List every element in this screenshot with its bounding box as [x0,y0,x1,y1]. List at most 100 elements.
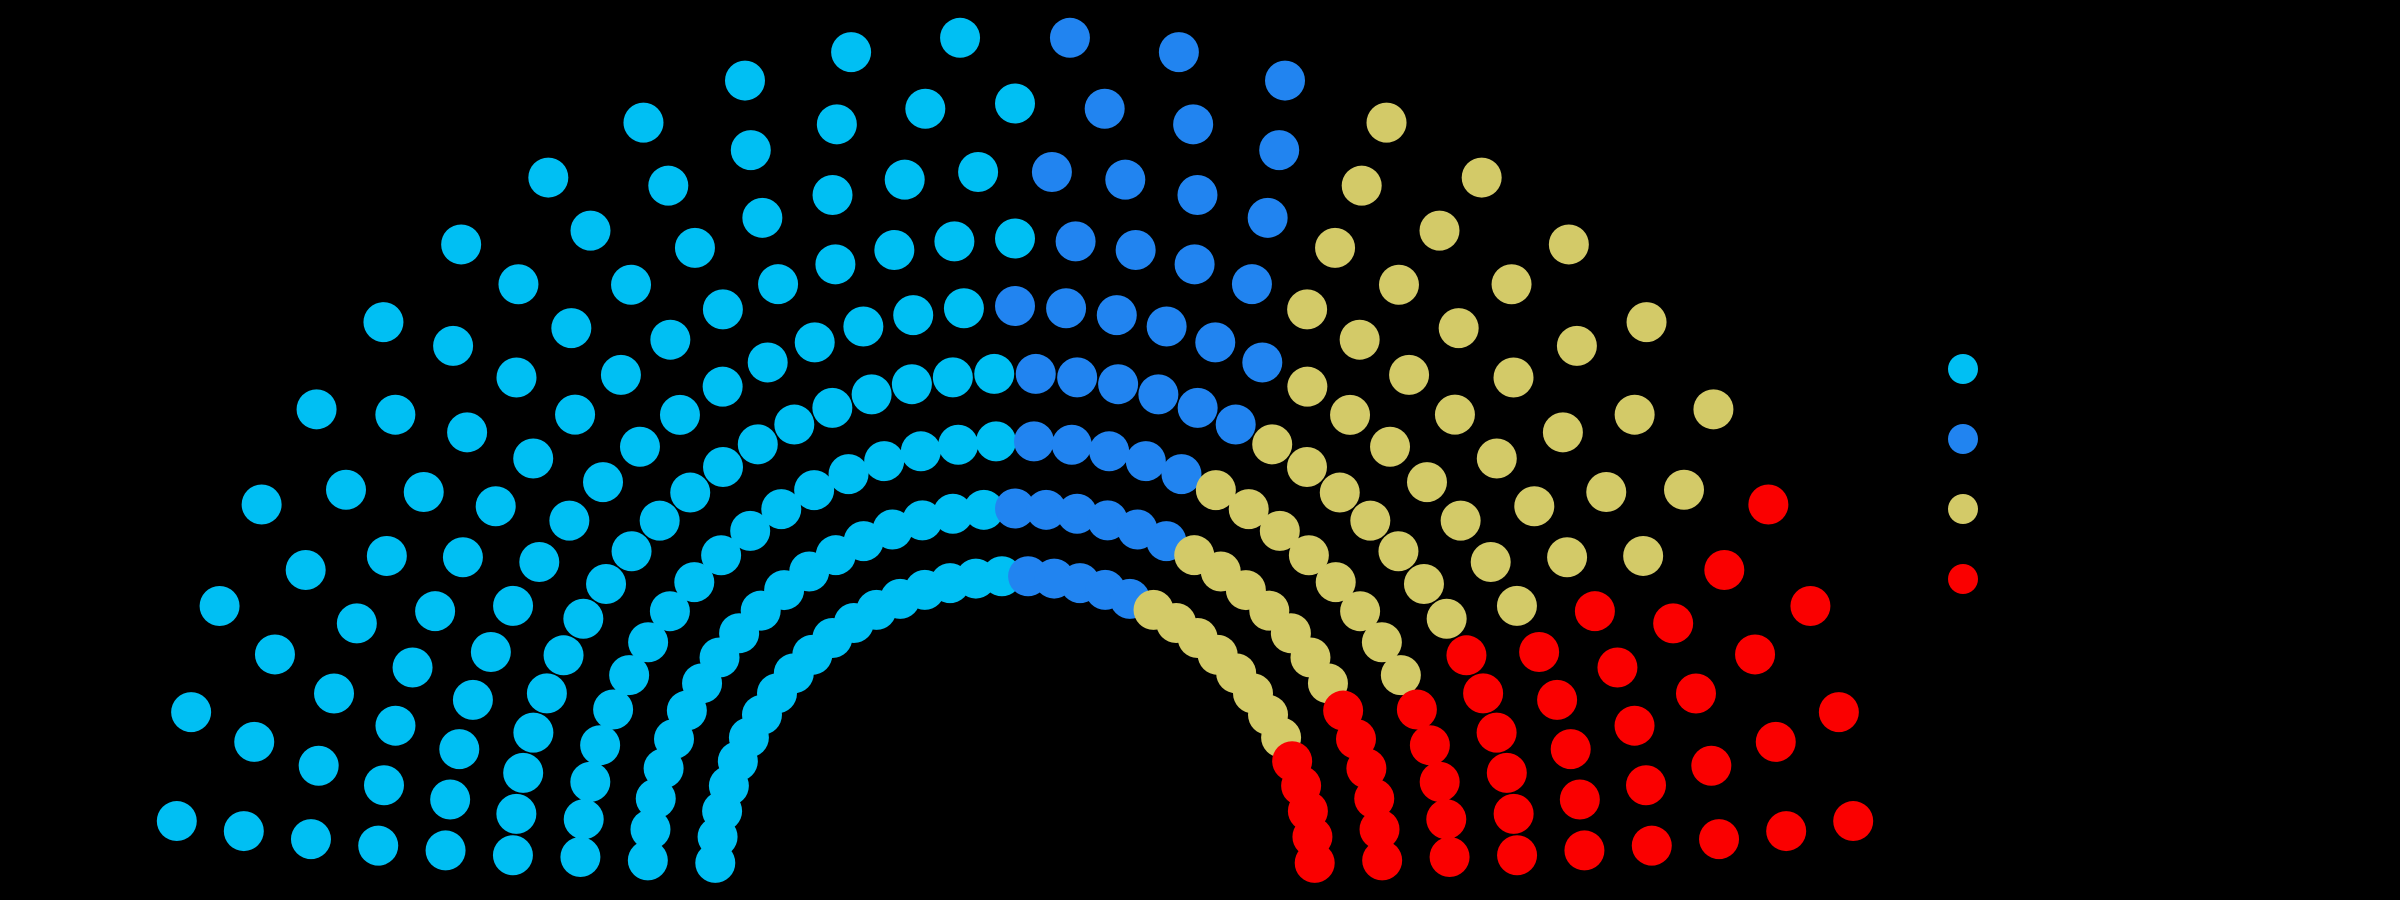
seat[interactable] [1359,809,1400,850]
seat[interactable] [1493,357,1534,398]
seat[interactable] [619,426,660,467]
seat[interactable] [1519,631,1560,672]
legend-item-1[interactable] [1948,352,1996,386]
seat[interactable] [1174,244,1215,285]
seat[interactable] [363,302,404,343]
seat[interactable] [1497,835,1538,876]
seat[interactable] [430,779,471,820]
seat[interactable] [570,210,611,251]
seat[interactable] [1537,679,1578,720]
seat[interactable] [1626,302,1667,343]
seat[interactable] [1370,426,1411,467]
seat[interactable] [1380,655,1421,696]
seat[interactable] [1693,389,1734,430]
seat[interactable] [816,104,857,145]
seat[interactable] [1470,541,1511,582]
seat[interactable] [1366,102,1407,143]
seat[interactable] [670,472,711,513]
seat[interactable] [403,472,444,513]
seat[interactable] [1396,689,1437,730]
seat[interactable] [551,308,592,349]
seat[interactable] [498,264,539,305]
seat[interactable] [1177,387,1218,428]
seat[interactable] [958,151,999,192]
seat[interactable] [1699,819,1740,860]
seat[interactable] [1833,801,1874,842]
seat[interactable] [1748,484,1789,525]
seat[interactable] [1138,374,1179,415]
seat[interactable] [363,765,404,806]
seat[interactable] [1354,778,1395,819]
seat[interactable] [570,761,611,802]
seat[interactable] [1542,412,1583,453]
seat[interactable] [223,811,264,852]
seat[interactable] [974,353,1015,394]
seat[interactable] [358,825,399,866]
seat[interactable] [492,835,533,876]
seat[interactable] [1818,692,1859,733]
seat[interactable] [674,562,715,603]
seat[interactable] [1265,60,1306,101]
seat[interactable] [1476,712,1517,753]
seat[interactable] [442,537,483,578]
seat[interactable] [884,159,925,200]
seat[interactable] [1574,591,1615,632]
seat[interactable] [1084,88,1125,129]
seat[interactable] [1330,394,1371,435]
seat[interactable] [1173,104,1214,145]
seat[interactable] [730,510,771,551]
seat[interactable] [609,655,650,696]
seat[interactable] [1547,537,1588,578]
seat[interactable] [794,322,835,363]
seat[interactable] [1704,550,1745,591]
seat[interactable] [1105,159,1146,200]
seat[interactable] [375,394,416,435]
seat[interactable] [1195,470,1236,511]
seat[interactable] [314,673,355,714]
seat[interactable] [893,295,934,336]
seat[interactable] [549,500,590,541]
seat[interactable] [1015,353,1056,394]
seat[interactable] [1434,394,1475,435]
seat[interactable] [703,447,744,488]
seat[interactable] [1287,366,1328,407]
seat[interactable] [1089,431,1130,472]
seat[interactable] [1031,151,1072,192]
legend-item-2[interactable] [1948,422,1996,456]
seat[interactable] [600,354,641,395]
seat[interactable] [1350,500,1391,541]
seat[interactable] [650,319,691,360]
seat[interactable] [1315,227,1356,268]
seat[interactable] [366,535,407,576]
seat[interactable] [586,564,627,605]
seat[interactable] [285,550,326,591]
seat[interactable] [794,470,835,511]
seat[interactable] [1586,472,1627,513]
seat[interactable] [1362,840,1403,881]
seat[interactable] [199,585,240,626]
seat[interactable] [628,622,669,663]
seat[interactable] [932,493,973,534]
seat[interactable] [1403,564,1444,605]
seat[interactable] [1195,322,1236,363]
seat[interactable] [156,801,197,842]
seat[interactable] [611,264,652,305]
seat[interactable] [851,374,892,415]
seat[interactable] [1046,288,1087,329]
seat[interactable] [555,394,596,435]
seat[interactable] [254,634,295,675]
seat[interactable] [1098,364,1139,405]
seat[interactable] [1550,729,1591,770]
seat[interactable] [828,454,869,495]
seat[interactable] [1429,837,1470,878]
seat[interactable] [1294,842,1335,883]
seat[interactable] [425,830,466,871]
seat[interactable] [1631,825,1672,866]
seat[interactable] [758,264,799,305]
seat[interactable] [1675,673,1716,714]
seat[interactable] [1259,510,1300,551]
seat[interactable] [761,489,802,530]
seat[interactable] [815,244,856,285]
seat[interactable] [1476,438,1517,479]
seat[interactable] [563,598,604,639]
